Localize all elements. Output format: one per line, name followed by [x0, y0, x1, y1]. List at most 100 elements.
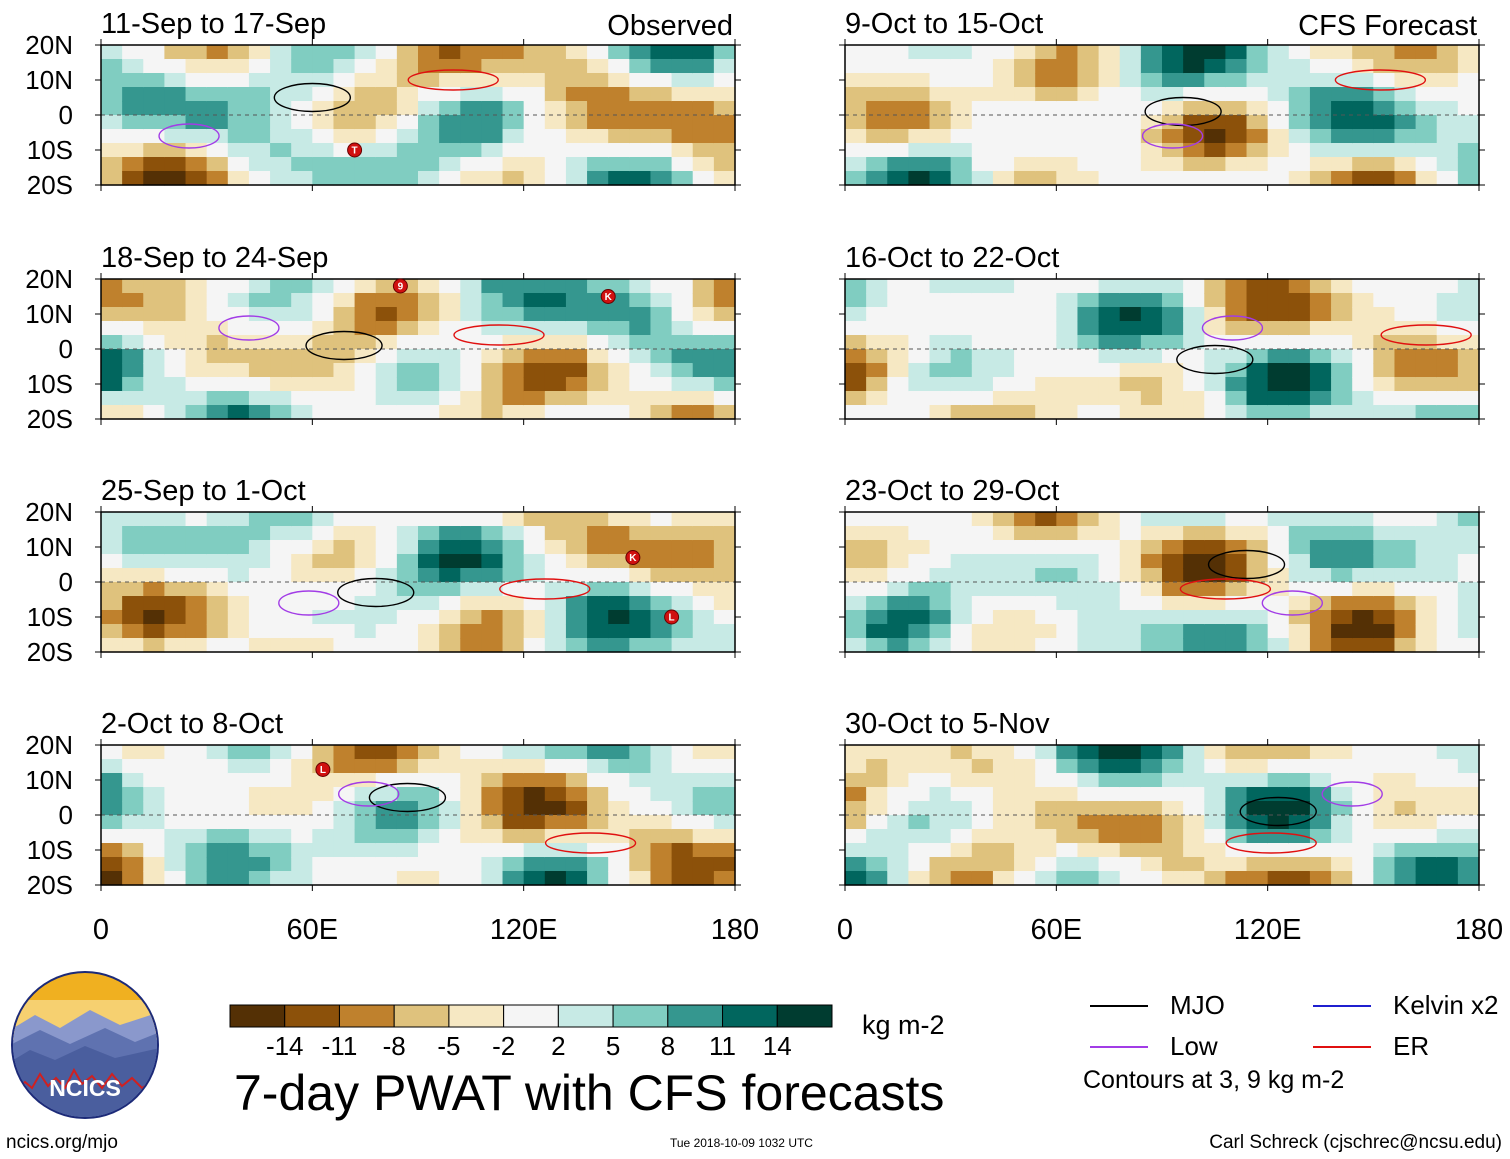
pwat-cell — [460, 787, 482, 802]
pwat-cell — [439, 773, 461, 788]
pwat-cell — [908, 638, 931, 653]
pwat-cell — [1436, 610, 1459, 625]
pwat-cell — [1035, 279, 1057, 294]
pwat-cell — [396, 377, 419, 392]
pwat-cell — [1267, 391, 1290, 406]
pwat-cell — [950, 871, 973, 886]
pwat-cell — [1162, 857, 1184, 872]
pwat-cell — [101, 582, 123, 597]
pwat-cell — [481, 568, 504, 583]
pwat-cell — [227, 871, 250, 886]
low-contour — [1261, 590, 1324, 616]
pwat-cell — [544, 363, 567, 378]
pwat-cell — [1077, 540, 1100, 555]
pwat-cell — [143, 363, 165, 378]
panel-5: 9-Oct to 15-Oct CFS Forecast — [839, 8, 1485, 191]
mjo-contour — [273, 82, 352, 113]
pwat-cell — [650, 377, 673, 392]
pwat-cell — [1331, 157, 1353, 172]
pwat-cell — [1119, 293, 1142, 308]
pwat-cell — [1204, 512, 1226, 527]
pwat-cell — [671, 349, 694, 364]
pwat-cell — [1309, 512, 1332, 527]
pwat-cell — [1373, 745, 1396, 760]
pwat-cell — [354, 157, 377, 172]
pwat-cell — [164, 45, 187, 60]
pwat-cell — [671, 568, 694, 583]
pwat-cell — [929, 596, 952, 611]
pwat-cell — [845, 101, 867, 116]
pwat-cell — [1267, 363, 1290, 378]
pwat-cell — [481, 871, 504, 886]
pwat-cell — [101, 45, 123, 60]
pwat-cell — [122, 638, 144, 653]
pwat-cell — [929, 773, 952, 788]
pwat-cell — [291, 787, 313, 802]
pwat-cell — [1246, 115, 1269, 130]
pwat-cell — [629, 638, 652, 653]
pwat-cell — [608, 610, 630, 625]
pwat-cell — [671, 773, 694, 788]
pwat-cell — [333, 59, 356, 74]
pwat-cell — [713, 554, 736, 569]
pwat-cell — [1436, 129, 1459, 144]
pwat-cell — [971, 115, 994, 130]
pwat-cell — [1098, 405, 1121, 420]
pwat-cell — [587, 171, 609, 186]
pwat-cell — [629, 279, 652, 294]
pwat-cell — [122, 745, 144, 760]
pwat-cell — [1309, 321, 1332, 336]
pwat-cell — [629, 745, 652, 760]
pwat-cell — [333, 73, 356, 88]
pwat-cell — [248, 526, 271, 541]
pwat-cell — [312, 610, 335, 625]
pwat-cell — [1246, 377, 1269, 392]
pwat-cell — [143, 115, 165, 130]
footer-author: Carl Schreck (cjschrec@ncsu.edu) — [1209, 1132, 1502, 1153]
pwat-cell — [354, 829, 377, 844]
pwat-cell — [692, 871, 715, 886]
pwat-cell — [565, 582, 588, 597]
pwat-cell — [1288, 363, 1311, 378]
pwat-cell — [950, 582, 973, 597]
pwat-cell — [1457, 624, 1480, 639]
pwat-cell — [713, 45, 736, 60]
pwat-cell — [481, 377, 504, 392]
pwat-cell — [270, 157, 292, 172]
pwat-cell — [502, 279, 525, 294]
pwat-cell — [929, 279, 952, 294]
pwat-cell — [1077, 115, 1100, 130]
pwat-cell — [971, 638, 994, 653]
pwat-cell — [866, 512, 888, 527]
pwat-cell — [164, 540, 187, 555]
pwat-cell — [1014, 829, 1036, 844]
pwat-cell — [1077, 745, 1100, 760]
pwat-cell — [608, 512, 630, 527]
pwat-cell — [1140, 101, 1163, 116]
pwat-cell — [143, 279, 165, 294]
pwat-cell — [629, 73, 652, 88]
pwat-cell — [1373, 773, 1396, 788]
pwat-cell — [1035, 843, 1057, 858]
pwat-cell — [1098, 391, 1121, 406]
storm-marker-letter: K — [629, 553, 637, 564]
pwat-cell — [692, 349, 715, 364]
storm-marker-letter: 9 — [398, 282, 404, 293]
pwat-cell — [650, 512, 673, 527]
pwat-cell — [1077, 73, 1100, 88]
pwat-cell — [523, 405, 546, 420]
pwat-cell — [312, 279, 335, 294]
pwat-cell — [206, 843, 229, 858]
pwat-cell — [523, 157, 546, 172]
x-tick-label: 180 — [1455, 914, 1503, 946]
pwat-cell — [1077, 143, 1100, 158]
pwat-cell — [1352, 815, 1374, 830]
pwat-cell — [1457, 73, 1480, 88]
pwat-cell — [587, 801, 609, 816]
pwat-cell — [418, 45, 440, 60]
pwat-cell — [206, 45, 229, 60]
pwat-cell — [1077, 787, 1100, 802]
pwat-cell — [1098, 759, 1121, 774]
pwat-cell — [650, 101, 673, 116]
pwat-cell — [1457, 87, 1480, 102]
